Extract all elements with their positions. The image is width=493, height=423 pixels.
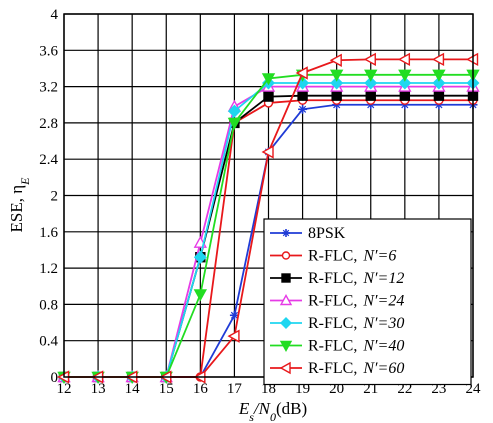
data-point	[297, 90, 308, 101]
data-point	[261, 73, 276, 86]
y-tick-label: 2	[51, 189, 59, 205]
data-point	[263, 91, 274, 102]
y-axis-label: ESE, ηE	[7, 177, 32, 233]
legend-marker	[279, 294, 293, 306]
data-point	[261, 145, 274, 159]
legend-label: R-FLC, N′=6	[308, 248, 396, 265]
x-tick-label: 13	[91, 381, 106, 397]
x-tick-label: 12	[57, 381, 72, 397]
x-tick-label: 15	[159, 381, 174, 397]
legend-label: 8PSK	[308, 225, 346, 242]
x-axis-label: Es/N0(dB)	[238, 399, 307, 423]
data-point	[398, 69, 412, 82]
data-point	[227, 104, 241, 118]
x-tick-label: 14	[125, 381, 141, 397]
data-point	[397, 52, 411, 67]
legend-item: R-FLC, N′=6	[270, 248, 396, 265]
y-tick-label: 3.2	[39, 80, 58, 96]
y-tick-label: 0.4	[39, 334, 58, 350]
data-point	[298, 104, 308, 114]
data-point	[399, 90, 411, 101]
data-point	[227, 329, 240, 343]
legend-marker	[282, 229, 290, 237]
data-point	[193, 289, 208, 302]
x-tick-label: 16	[193, 381, 209, 397]
legend-label: R-FLC, N′=24	[308, 293, 404, 310]
legend-label: R-FLC, N′=60	[308, 360, 404, 377]
y-tick-label: 4	[51, 7, 59, 23]
legend-label: R-FLC, N′=40	[308, 338, 404, 355]
legend: 8PSK R-FLC, N′=6 R-FLC, N′=12 R-FLC, N′=24 R-FL…	[263, 218, 472, 386]
data-point	[329, 53, 342, 67]
y-tick-label: 2.8	[39, 116, 58, 132]
tick-labels: 12 13 14 15 16 17 18 19 20 21 22 23 2400.40.81.21.62…	[39, 7, 481, 397]
y-tick-label: 1.6	[39, 225, 58, 241]
y-tick-label: 2.4	[39, 152, 58, 168]
data-point	[432, 69, 446, 82]
data-point	[193, 250, 207, 264]
legend-marker	[280, 317, 292, 329]
legend-marker	[281, 273, 291, 283]
legend-marker	[279, 361, 291, 375]
x-tick-label: 17	[227, 381, 243, 397]
data-point	[330, 76, 344, 90]
y-tick-label: 1.2	[39, 261, 58, 277]
data-point	[433, 90, 445, 101]
legend-item: R-FLC, N′=60	[270, 360, 404, 377]
data-point	[295, 66, 308, 80]
data-point	[364, 76, 378, 90]
data-point	[431, 52, 445, 67]
data-point	[329, 69, 344, 82]
y-tick-label: 0.8	[39, 297, 58, 313]
data-point	[331, 90, 342, 101]
data-point	[227, 117, 242, 130]
legend-marker	[279, 340, 293, 352]
data-point	[398, 76, 412, 90]
legend-item: 8PSK	[270, 225, 346, 242]
legend-item: R-FLC, N′=24	[270, 293, 404, 310]
data-point	[364, 69, 378, 82]
legend-label: R-FLC, N′=12	[308, 270, 404, 287]
legend-item: R-FLC, N′=40	[270, 338, 404, 355]
legend-item: R-FLC, N′=30	[270, 315, 404, 332]
legend-item: R-FLC, N′=12	[270, 270, 404, 287]
data-point	[365, 90, 376, 101]
data-point	[363, 52, 376, 67]
legend-box	[263, 218, 472, 386]
y-tick-label: 3.6	[39, 43, 58, 59]
legend-marker	[281, 251, 291, 260]
legend-label: R-FLC, N′=30	[308, 315, 404, 332]
y-tick-label: 0	[51, 370, 59, 386]
data-point	[432, 76, 446, 90]
